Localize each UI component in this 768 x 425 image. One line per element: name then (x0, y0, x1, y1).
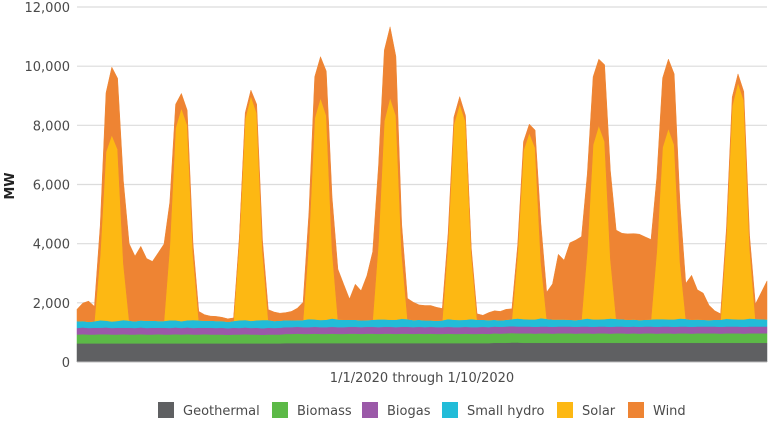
legend-label: Geothermal (183, 404, 260, 419)
y-tick-label: 2,000 (33, 297, 70, 312)
legend-item-biomass: Biomass (272, 402, 352, 419)
legend: Geothermal Biomass Biogas Small hydro Solar W… (158, 402, 686, 419)
legend-item-small-hydro: Small hydro (442, 402, 544, 419)
legend-item-geothermal: Geothermal (158, 402, 260, 419)
legend-label: Small hydro (467, 404, 544, 419)
legend-swatch (557, 402, 573, 418)
y-tick-label: 8,000 (33, 119, 70, 134)
y-tick-label: 6,000 (33, 179, 70, 194)
legend-item-biogas: Biogas (362, 402, 431, 419)
series-areas (76, 26, 768, 363)
area-geothermal (76, 342, 768, 363)
legend-label: Biogas (387, 404, 431, 419)
legend-label: Biomass (297, 404, 352, 419)
legend-label: Solar (582, 404, 616, 419)
legend-swatch (362, 402, 378, 418)
legend-swatch (442, 402, 458, 418)
legend-item-solar: Solar (557, 402, 616, 419)
y-tick-label: 12,000 (25, 1, 71, 16)
legend-swatch (272, 402, 288, 418)
y-axis-ticks: 0 2,000 4,000 6,000 8,000 10,000 12,000 (25, 1, 71, 371)
y-tick-label: 4,000 (33, 238, 70, 253)
legend-item-wind: Wind (628, 402, 686, 419)
x-axis-label: 1/1/2020 through 1/10/2020 (330, 371, 514, 386)
legend-swatch (158, 402, 174, 418)
legend-label: Wind (653, 404, 686, 419)
legend-swatch (628, 402, 644, 418)
y-axis-label: MW (3, 172, 18, 199)
y-tick-label: 0 (62, 356, 70, 371)
y-tick-label: 10,000 (25, 60, 71, 75)
area-wind (76, 26, 768, 323)
